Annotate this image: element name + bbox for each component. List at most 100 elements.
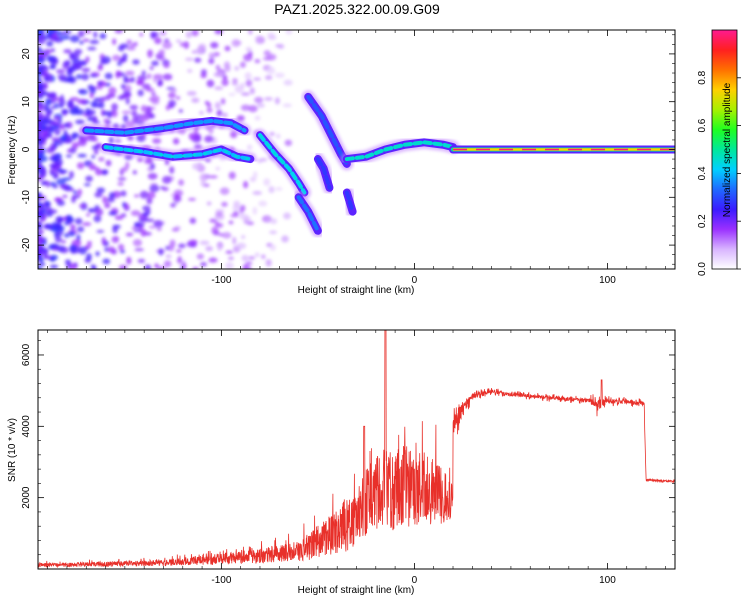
spectrogram-noise-blob <box>149 66 154 70</box>
spectrogram-noise-blob <box>283 79 293 86</box>
spectrogram-noise-blob <box>53 231 60 238</box>
ridge-peak <box>259 134 306 194</box>
spectrogram-noise-blob <box>64 220 70 226</box>
spectrogram-noise-blob <box>51 137 60 142</box>
spectrogram-noise-blob <box>284 139 293 147</box>
spectrogram-noise-blob <box>263 178 271 187</box>
spectrogram-noise-blob <box>275 133 281 139</box>
spectrogram-noise-blob <box>189 217 197 224</box>
snr-marks <box>38 330 675 568</box>
spectrogram-noise-blob <box>114 30 124 34</box>
spectrogram-noise-blob <box>222 232 232 239</box>
spectrogram-noise-blob <box>68 100 74 108</box>
spectrogram-noise-blob <box>69 97 79 102</box>
spectrogram-noise-blob <box>254 96 264 104</box>
spectrogram-noise-blob <box>246 221 254 226</box>
snr-x-axis-label: Height of straight line (km) <box>298 585 415 596</box>
spectrogram-noise-blob <box>199 240 210 246</box>
spectrogram-noise-blob <box>108 211 117 216</box>
spectrogram-noise-blob <box>247 144 253 151</box>
spectrogram-noise-blob <box>71 132 80 138</box>
colorbar-tick-label: 0.4 <box>697 166 708 180</box>
spectrogram-noise-blob <box>79 40 84 45</box>
spectrogram-noise-blob <box>177 256 182 264</box>
spectrogram-noise-blob <box>147 172 158 180</box>
spectrogram-noise-blob <box>108 86 117 95</box>
spectrogram-noise-blob <box>269 131 275 136</box>
spectrogram-noise-blob <box>59 35 68 40</box>
spectrogram-noise-blob <box>61 109 69 115</box>
spectrogram-y-tick-label: 20 <box>21 48 32 60</box>
spectrogram-marks <box>38 30 675 269</box>
spectrogram-noise-blob <box>38 51 46 59</box>
spectrogram-noise-blob <box>104 72 113 80</box>
spectrogram-noise-blob <box>192 266 199 269</box>
colorbar-tick-label: 0.6 <box>697 118 708 132</box>
chart-title: PAZ1.2025.322.00.09.G09 <box>274 1 440 17</box>
spectrogram-noise-blob <box>214 101 221 110</box>
spectrogram-noise-blob <box>192 163 202 170</box>
spectrogram-ridge <box>79 114 252 140</box>
spectrogram-noise-blob <box>46 93 55 99</box>
spectrogram-noise-blob <box>232 78 238 82</box>
spectrogram-noise-blob <box>135 121 145 125</box>
spectrogram-noise-blob <box>253 171 258 179</box>
spectrogram-noise-blob <box>66 149 72 153</box>
spectrogram-noise-blob <box>169 88 177 93</box>
spectrogram-noise-blob <box>121 166 128 173</box>
spectrogram-noise-blob <box>83 183 91 187</box>
spectrogram-noise-blob <box>160 186 165 190</box>
spectrogram-noise-blob <box>137 157 144 163</box>
spectrogram-noise-blob <box>281 235 289 243</box>
spectrogram-noise-blob <box>139 190 149 199</box>
spectrogram-noise-blob <box>137 258 146 263</box>
spectrogram-noise-blob <box>165 104 170 111</box>
spectrogram-noise-blob <box>140 228 147 237</box>
spectrogram-noise-blob <box>175 249 182 253</box>
spectrogram-noise-blob <box>136 79 145 85</box>
spectrogram-noise-blob <box>131 43 137 47</box>
spectrogram-noise-blob <box>162 175 172 184</box>
spectrogram-noise-blob <box>69 35 80 43</box>
spectrogram-noise-blob <box>48 209 58 214</box>
spectrogram-noise-blob <box>91 145 100 150</box>
spectrogram-noise-blob <box>228 220 234 225</box>
spectrogram-noise-blob <box>125 232 134 237</box>
spectrogram-noise-blob <box>80 89 85 93</box>
spectrogram-noise-blob <box>162 73 173 81</box>
spectrogram-noise-blob <box>72 190 78 195</box>
spectrogram-noise-blob <box>186 90 197 96</box>
spectrogram-noise-blob <box>57 74 67 80</box>
spectrogram-noise-blob <box>73 262 78 267</box>
spectrogram-noise-blob <box>138 224 144 230</box>
spectrogram-noise-blob <box>95 208 104 216</box>
spectrogram-noise-blob <box>132 170 137 175</box>
spectrogram-noise-blob <box>263 50 271 57</box>
spectrogram-noise-blob <box>111 236 120 244</box>
spectrogram-ridge <box>311 152 336 195</box>
spectrogram-noise-blob <box>236 242 247 250</box>
spectrogram-noise-blob <box>87 84 94 90</box>
spectrogram-noise-blob <box>144 158 153 165</box>
snr-x-tick-label: 100 <box>599 575 616 586</box>
spectrogram-noise-blob <box>254 115 261 121</box>
spectrogram-noise-blob <box>132 238 143 247</box>
spectrogram-noise-blob <box>265 259 272 267</box>
ridge-core <box>84 118 247 135</box>
spectrogram-noise-blob <box>274 72 285 78</box>
spectrogram-noise-blob <box>151 60 159 66</box>
spectrogram-noise-blob <box>59 31 67 36</box>
spectrogram-noise-blob <box>248 105 258 113</box>
spectrogram-noise-blob <box>116 70 122 77</box>
spectrogram-noise-blob <box>253 77 262 81</box>
spectrogram-noise-blob <box>93 149 99 155</box>
spectrogram-noise-blob <box>98 81 103 86</box>
spectrogram-noise-blob <box>141 70 146 76</box>
spectrogram-noise-blob <box>50 65 56 69</box>
spectrogram-noise-blob <box>156 227 162 232</box>
spectrogram-noise-blob <box>105 159 112 167</box>
spectrogram-noise-blob <box>53 116 61 121</box>
spectrogram-noise-blob <box>102 258 111 265</box>
spectrogram-noise-blob <box>203 183 210 187</box>
